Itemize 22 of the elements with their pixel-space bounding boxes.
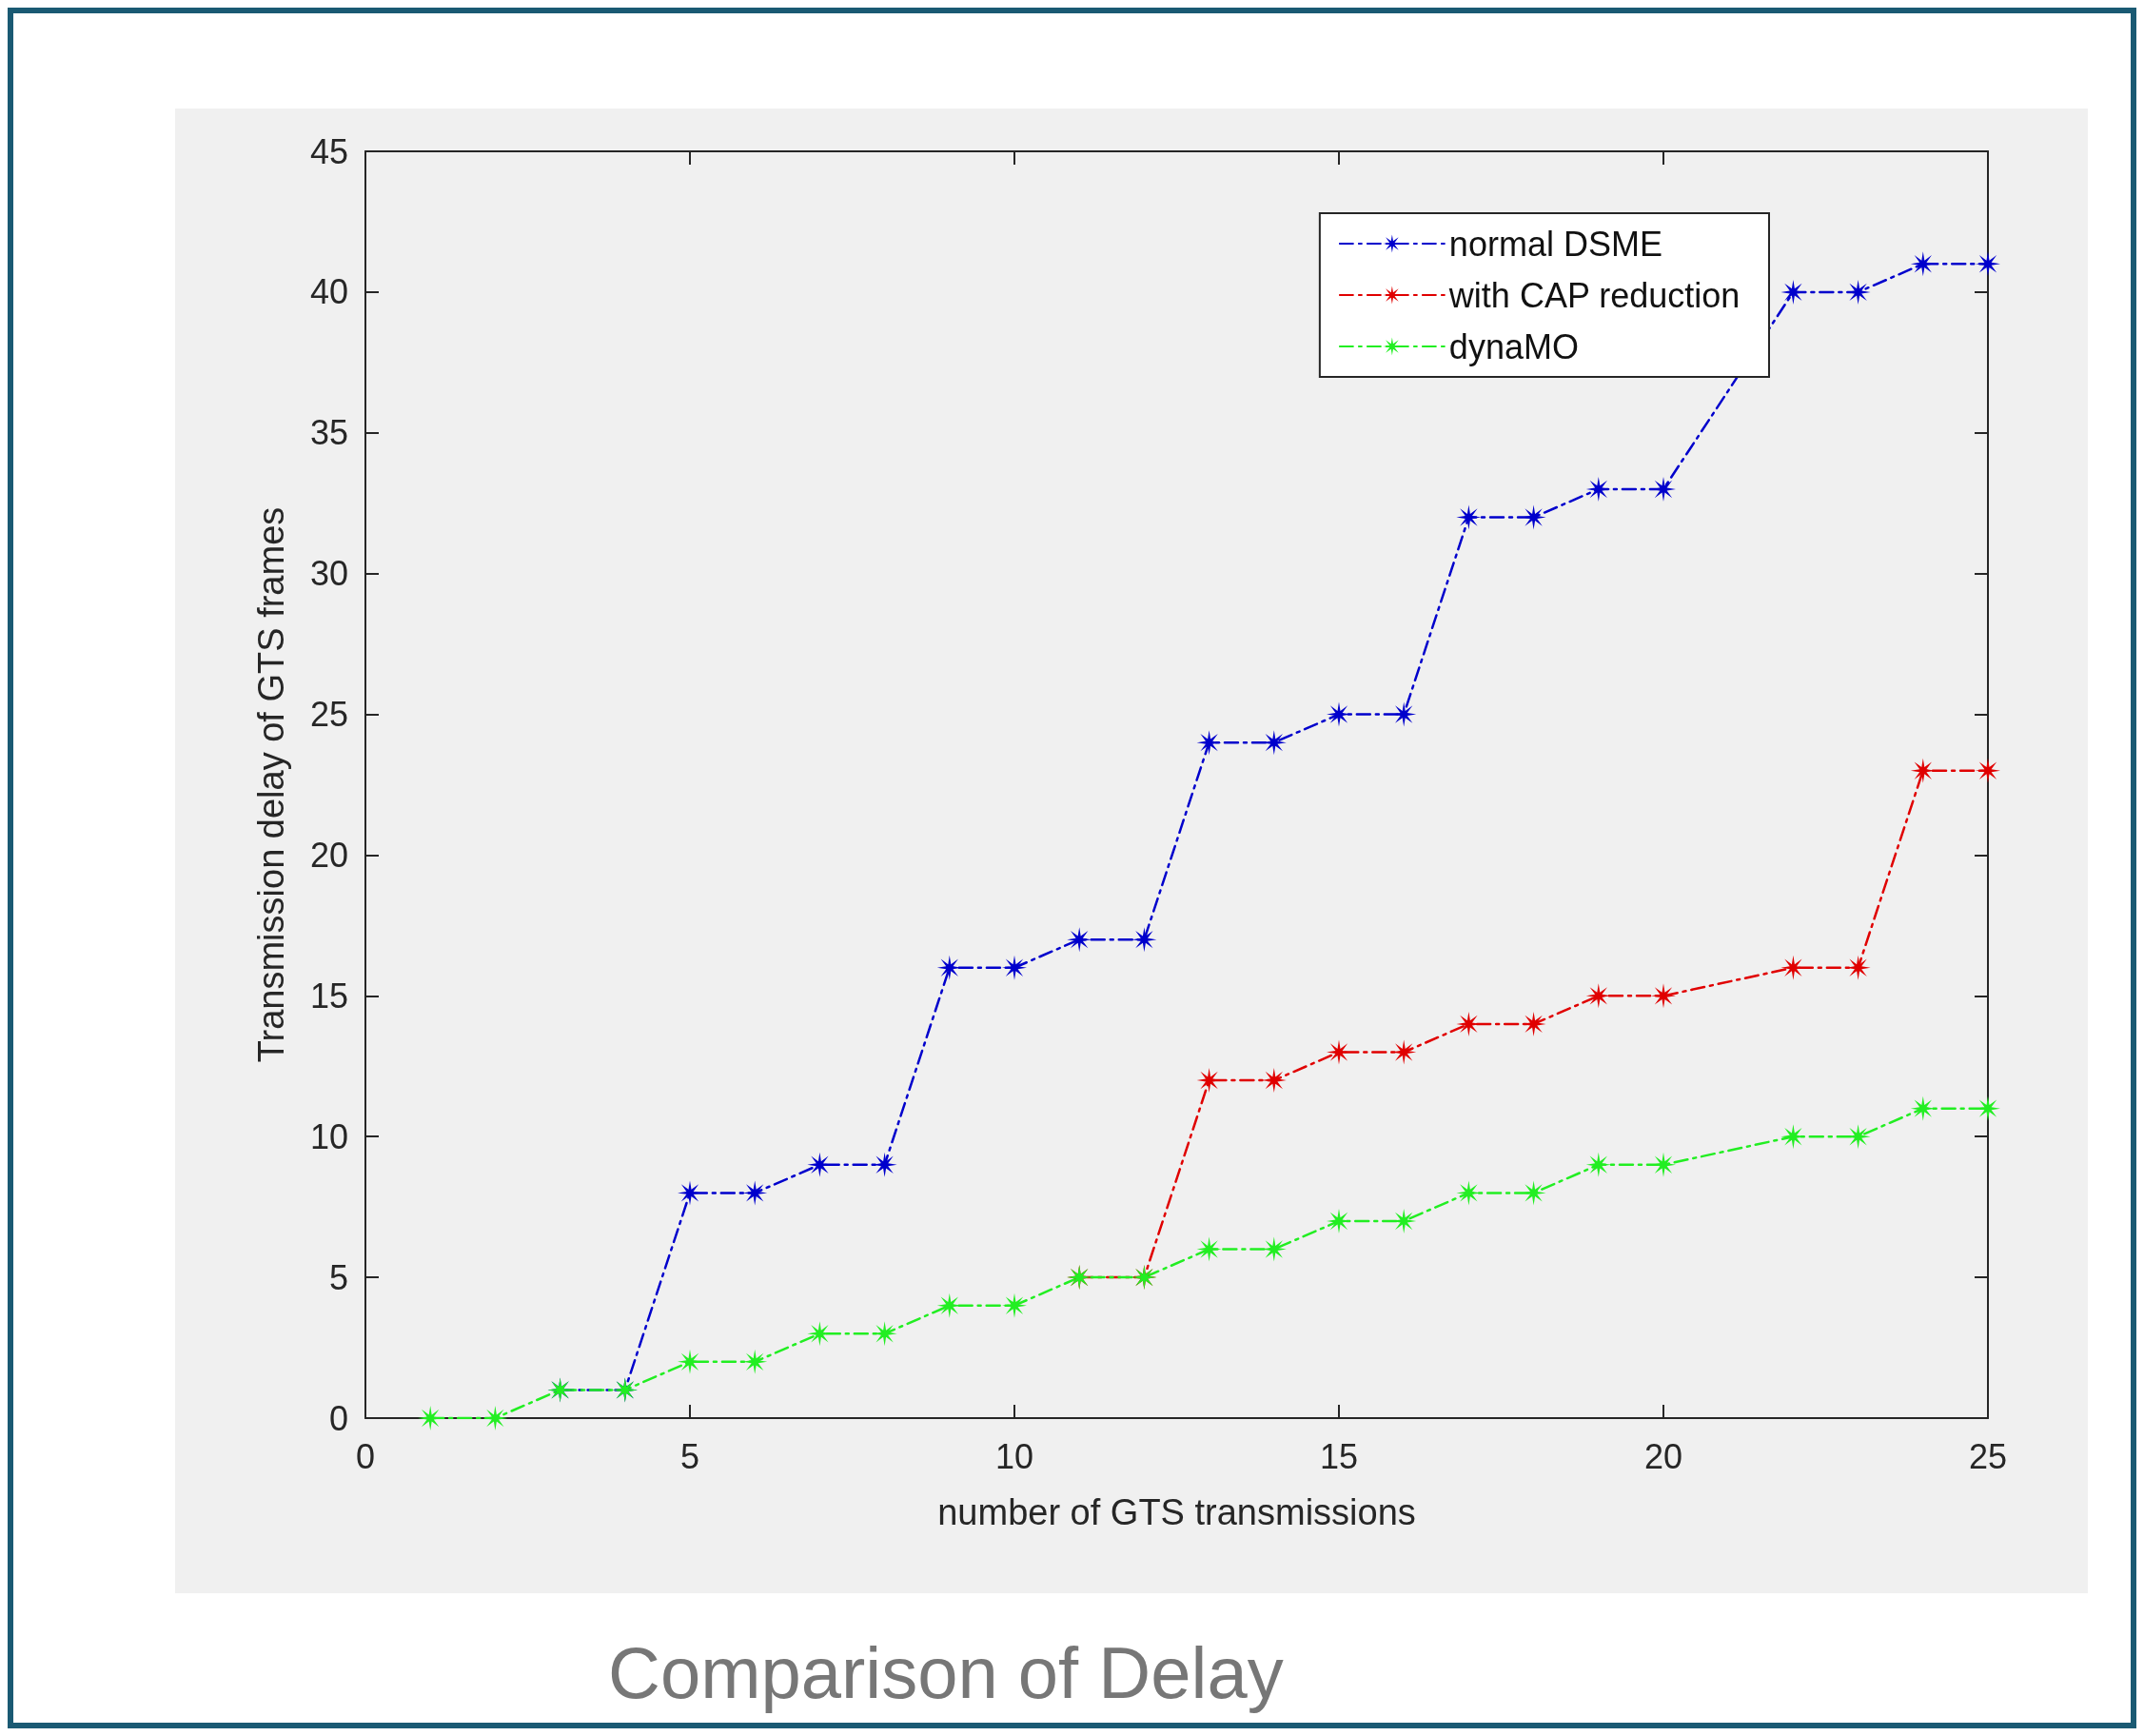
x-tick-label: 5 bbox=[679, 1436, 700, 1476]
x-tick-label: 10 bbox=[994, 1436, 1034, 1476]
y-tick-label: 10 bbox=[309, 1116, 348, 1156]
y-tick-label: 15 bbox=[309, 976, 348, 1016]
x-tick-label: 25 bbox=[1968, 1436, 2008, 1476]
x-axis-title: number of GTS transmissions bbox=[937, 1492, 1416, 1532]
y-tick-label: 25 bbox=[309, 695, 348, 735]
y-axis-title: Transmission delay of GTS frames bbox=[251, 506, 291, 1063]
y-tick-label: 5 bbox=[328, 1257, 348, 1297]
y-tick-label: 30 bbox=[309, 554, 348, 594]
y-tick-label: 0 bbox=[328, 1398, 348, 1438]
legend-label: normal DSME bbox=[1448, 224, 1662, 264]
y-tick-label: 20 bbox=[309, 835, 348, 875]
x-tick-label: 20 bbox=[1643, 1436, 1683, 1476]
text: Comparison of Delay bbox=[608, 1631, 1284, 1713]
legend-label: with CAP reduction bbox=[1447, 275, 1741, 315]
y-tick-label: 45 bbox=[309, 131, 348, 171]
y-tick-label: 40 bbox=[309, 272, 348, 312]
legend-label: dynaMO bbox=[1448, 326, 1579, 366]
y-tick-label: 35 bbox=[309, 413, 348, 453]
x-tick-label: 0 bbox=[355, 1436, 376, 1476]
x-tick-label: 15 bbox=[1319, 1436, 1359, 1476]
